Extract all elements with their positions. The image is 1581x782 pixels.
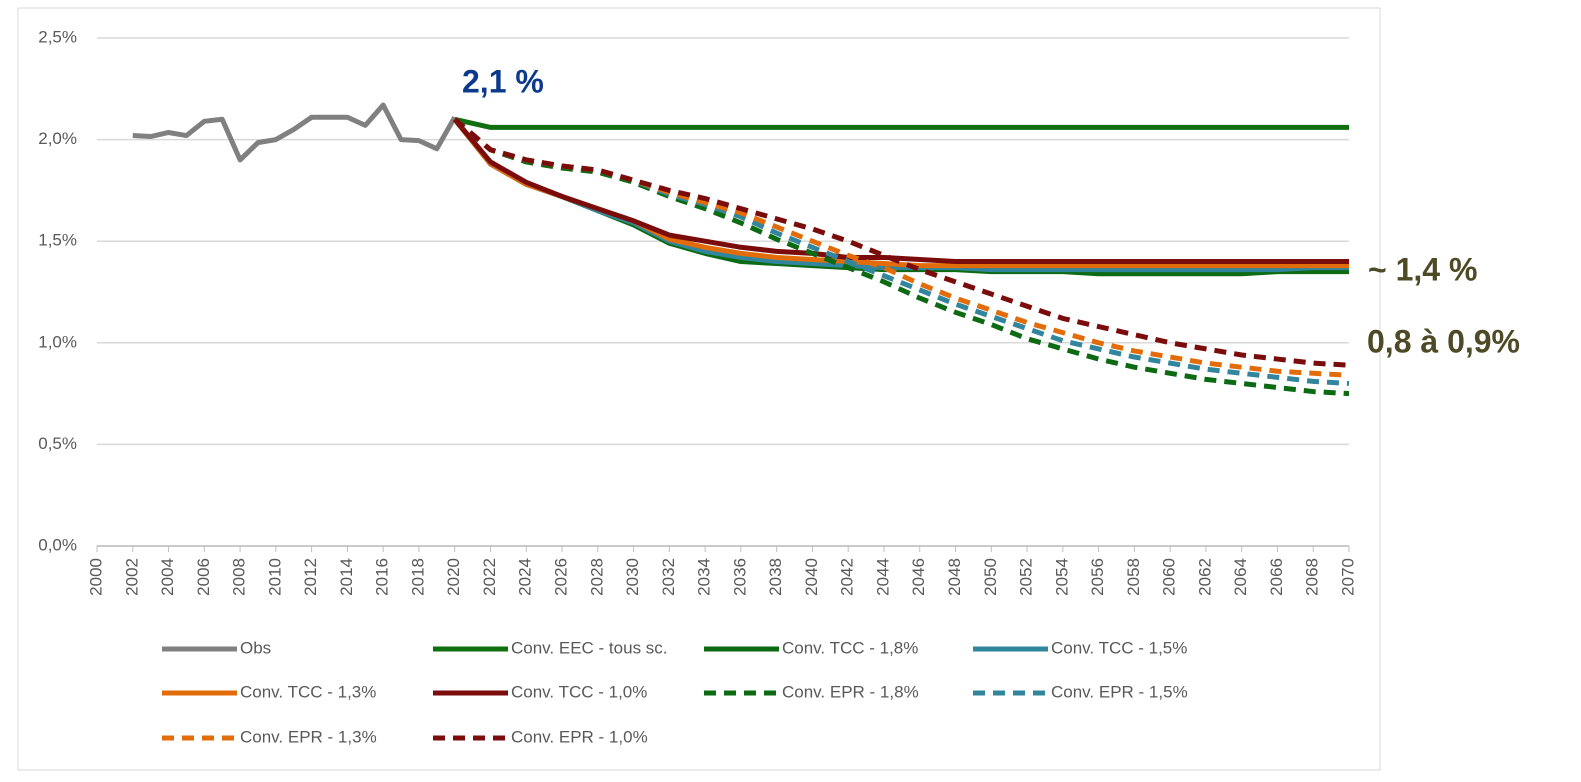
x-tick-label: 2010 [265, 558, 284, 596]
x-tick-label: 2002 [122, 558, 141, 596]
x-tick-label: 2048 [945, 558, 964, 596]
y-tick-label: 0,0% [38, 535, 77, 554]
x-tick-label: 2020 [444, 558, 463, 596]
x-tick-label: 2040 [802, 558, 821, 596]
legend-label: Obs [240, 638, 271, 657]
annotation: 0,8 à 0,9% [1367, 323, 1520, 359]
x-tick-label: 2006 [194, 558, 213, 596]
annotation: 2,1 % [462, 63, 544, 99]
x-tick-label: 2018 [408, 558, 427, 596]
x-tick-label: 2046 [909, 558, 928, 596]
chart-frame [17, 7, 1381, 771]
x-tick-label: 2016 [373, 558, 392, 596]
annotation: ~ 1,4 % [1368, 251, 1477, 287]
x-tick-label: 2028 [587, 558, 606, 596]
legend-label: Conv. EPR - 1,8% [782, 682, 919, 701]
x-tick-label: 2032 [659, 558, 678, 596]
legend-label: Conv. TCC - 1,8% [782, 638, 918, 657]
series-line [132, 102, 457, 163]
x-tick-label: 2022 [480, 558, 499, 596]
y-tick-label: 1,0% [38, 332, 77, 351]
legend-label: Conv. TCC - 1,0% [511, 682, 647, 701]
x-tick-label: 2052 [1017, 558, 1036, 596]
y-tick-label: 2,5% [38, 27, 77, 46]
legend-label: Conv. EPR - 1,0% [511, 727, 648, 746]
x-tick-label: 2060 [1160, 558, 1179, 596]
x-tick-label: 2026 [552, 558, 571, 596]
x-tick-label: 2054 [1052, 558, 1071, 596]
x-tick-label: 2044 [873, 558, 892, 596]
x-tick-label: 2004 [158, 558, 177, 596]
x-tick-label: 2064 [1231, 558, 1250, 596]
x-tick-label: 2056 [1088, 558, 1107, 596]
series-line [452, 117, 1349, 265]
x-tick-label: 2012 [301, 558, 320, 596]
x-tick-label: 2042 [838, 558, 857, 596]
x-tick-label: 2024 [516, 558, 535, 596]
x-tick-label: 2066 [1267, 558, 1286, 596]
legend-label: Conv. TCC - 1,5% [1051, 638, 1187, 657]
x-tick-label: 2070 [1338, 558, 1357, 596]
series-line [454, 116, 1349, 130]
x-tick-label: 2014 [337, 558, 356, 596]
x-tick-label: 2008 [230, 558, 249, 596]
legend-label: Conv. EPR - 1,5% [1051, 682, 1188, 701]
x-tick-label: 2036 [730, 558, 749, 596]
x-tick-label: 2062 [1195, 558, 1214, 596]
legend-label: Conv. TCC - 1,3% [240, 682, 376, 701]
x-tick-label: 2050 [981, 558, 1000, 596]
x-tick-label: 2038 [766, 558, 785, 596]
y-tick-label: 0,5% [38, 434, 77, 453]
x-tick-label: 2068 [1303, 558, 1322, 596]
x-tick-label: 2000 [86, 558, 105, 596]
legend-label: Conv. EPR - 1,3% [240, 727, 377, 746]
x-tick-label: 2034 [695, 558, 714, 596]
legend-label: Conv. EEC - tous sc. [511, 638, 668, 657]
x-tick-label: 2058 [1124, 558, 1143, 596]
y-tick-label: 1,5% [38, 231, 77, 250]
y-tick-label: 2,0% [38, 129, 77, 148]
x-tick-label: 2030 [623, 558, 642, 596]
series-line [453, 117, 1350, 368]
